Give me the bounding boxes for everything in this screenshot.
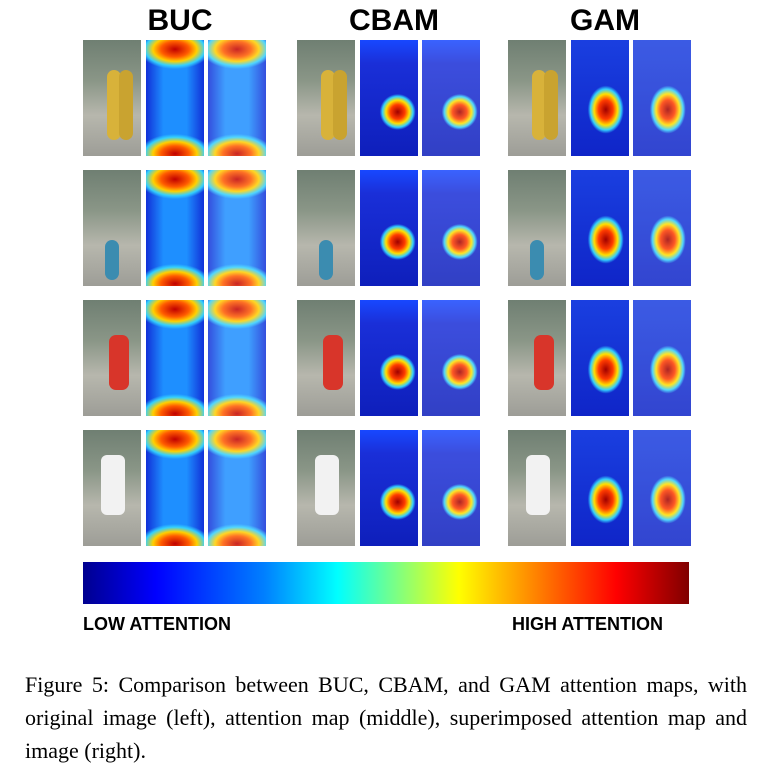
superimposed-map-buc-row2 bbox=[208, 170, 266, 286]
original-image-cbam-row2 bbox=[297, 170, 355, 286]
colorbar-low-label: LOW ATTENTION bbox=[83, 614, 231, 634]
superimposed-map-gam-row2 bbox=[633, 170, 691, 286]
column-title-gam: GAM bbox=[570, 4, 640, 37]
attention-map-cbam-row2 bbox=[360, 170, 418, 286]
attention-colorbar bbox=[83, 562, 689, 604]
attention-map-gam-row3 bbox=[571, 300, 629, 416]
superimposed-map-cbam-row4 bbox=[422, 430, 480, 546]
original-image-buc-row4 bbox=[83, 430, 141, 546]
attention-map-buc-row3 bbox=[146, 300, 204, 416]
original-image-gam-row1 bbox=[508, 40, 566, 156]
original-image-cbam-row1 bbox=[297, 40, 355, 156]
attention-map-buc-row4 bbox=[146, 430, 204, 546]
column-title-buc: BUC bbox=[147, 4, 213, 37]
original-image-gam-row3 bbox=[508, 300, 566, 416]
original-image-gam-row2 bbox=[508, 170, 566, 286]
original-image-gam-row4 bbox=[508, 430, 566, 546]
attention-map-cbam-row4 bbox=[360, 430, 418, 546]
attention-map-gam-row4 bbox=[571, 430, 629, 546]
superimposed-map-cbam-row3 bbox=[422, 300, 480, 416]
attention-map-cbam-row3 bbox=[360, 300, 418, 416]
superimposed-map-buc-row1 bbox=[208, 40, 266, 156]
superimposed-map-cbam-row1 bbox=[422, 40, 480, 156]
superimposed-map-gam-row4 bbox=[633, 430, 691, 546]
attention-map-cbam-row1 bbox=[360, 40, 418, 156]
original-image-buc-row1 bbox=[83, 40, 141, 156]
figure-caption: Figure 5: Comparison between BUC, CBAM, … bbox=[25, 672, 747, 763]
superimposed-map-buc-row4 bbox=[208, 430, 266, 546]
attention-map-buc-row2 bbox=[146, 170, 204, 286]
superimposed-map-gam-row3 bbox=[633, 300, 691, 416]
colorbar-high-label: HIGH ATTENTION bbox=[512, 614, 663, 634]
superimposed-map-gam-row1 bbox=[633, 40, 691, 156]
attention-map-buc-row1 bbox=[146, 40, 204, 156]
attention-map-gam-row2 bbox=[571, 170, 629, 286]
original-image-buc-row3 bbox=[83, 300, 141, 416]
original-image-buc-row2 bbox=[83, 170, 141, 286]
superimposed-map-buc-row3 bbox=[208, 300, 266, 416]
superimposed-map-cbam-row2 bbox=[422, 170, 480, 286]
attention-map-gam-row1 bbox=[571, 40, 629, 156]
original-image-cbam-row3 bbox=[297, 300, 355, 416]
original-image-cbam-row4 bbox=[297, 430, 355, 546]
column-title-cbam: CBAM bbox=[349, 4, 439, 37]
